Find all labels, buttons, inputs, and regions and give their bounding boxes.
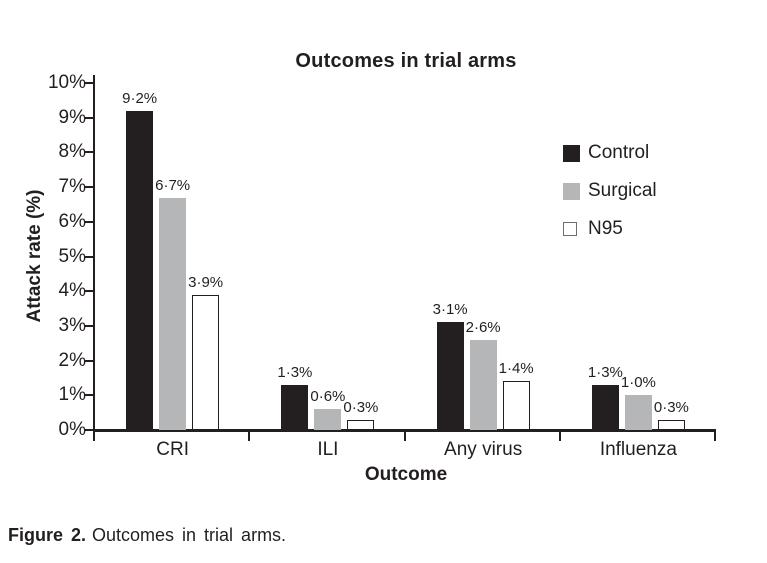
value-label-n95-ili: 0·3% (343, 399, 379, 416)
value-label-control-any-virus: 3·1% (432, 301, 468, 318)
legend-label-n95: N95 (588, 218, 623, 239)
y-tick (85, 394, 93, 397)
x-axis-label: Outcome (364, 464, 448, 485)
legend-swatch-box (563, 143, 583, 163)
legend-item-n95: N95 (563, 210, 657, 248)
y-tick-label: 8% (58, 141, 86, 163)
bar-control-any-virus (436, 322, 464, 430)
bar-surgical-cri (159, 198, 187, 430)
y-tick (85, 220, 93, 223)
bar-control-ili (281, 385, 309, 430)
caption-text: Outcomes in trial arms. (92, 525, 287, 545)
value-label-control-influenza: 1·3% (587, 364, 623, 381)
category-label-cri: CRI (156, 439, 189, 460)
bar-control-cri (126, 111, 154, 430)
y-tick-label: 3% (58, 314, 86, 336)
value-label-surgical-influenza: 1·0% (620, 374, 656, 391)
y-tick (85, 290, 93, 293)
bar-n95-any-virus (502, 381, 530, 430)
x-tick (403, 430, 406, 441)
category-label-ili: ILI (317, 439, 339, 460)
value-label-n95-any-virus: 1·4% (498, 360, 534, 377)
value-label-control-ili: 1·3% (277, 364, 313, 381)
bar-surgical-influenza (624, 395, 652, 430)
y-tick (85, 151, 93, 154)
value-label-surgical-any-virus: 2·6% (465, 319, 501, 336)
y-tick (85, 116, 93, 119)
bar-n95-cri (192, 295, 220, 430)
caption-label: Figure 2. (8, 525, 87, 545)
bar-control-influenza (591, 385, 619, 430)
y-tick-label: 1% (58, 384, 86, 406)
category-label-any-virus: Any virus (444, 439, 523, 460)
legend-swatch-surgical-icon (563, 182, 580, 200)
y-tick-label: 2% (58, 349, 86, 371)
y-tick (85, 429, 93, 431)
value-label-surgical-ili: 0·6% (310, 388, 346, 405)
y-tick-label: 7% (58, 176, 86, 198)
y-tick-label: 6% (58, 210, 86, 232)
legend-swatch-control-icon (563, 144, 580, 162)
x-tick (248, 430, 251, 441)
value-label-n95-influenza: 0·3% (653, 399, 689, 416)
figure-caption: Figure 2. Outcomes in trial arms. (8, 525, 286, 546)
category-label-influenza: Influenza (599, 439, 677, 460)
y-tick-label: 10% (47, 72, 86, 93)
value-label-surgical-cri: 6·7% (155, 177, 191, 194)
y-tick (85, 359, 93, 362)
y-tick-label: 9% (58, 106, 86, 128)
x-tick (558, 430, 561, 441)
y-tick-label: 0% (58, 419, 86, 440)
legend-item-surgical: Surgical (563, 172, 657, 210)
legend-label-control: Control (588, 142, 650, 163)
chart-title: Outcomes in trial arms (295, 50, 517, 72)
bar-n95-ili (347, 420, 375, 430)
y-tick (85, 255, 93, 258)
y-tick (85, 186, 93, 189)
x-tick (714, 430, 716, 441)
value-label-control-cri: 9·2% (122, 90, 158, 107)
y-axis-line (93, 75, 95, 430)
y-tick (85, 82, 93, 84)
legend-item-control: Control (563, 134, 657, 172)
y-tick-label: 4% (58, 280, 86, 302)
y-tick-label: 5% (58, 245, 86, 267)
bar-surgical-any-virus (469, 340, 497, 430)
y-tick (85, 324, 93, 327)
legend-swatch-box (563, 181, 583, 201)
x-tick (93, 430, 95, 441)
legend: Control Surgical N95 (563, 134, 657, 248)
legend-swatch-box (563, 219, 583, 239)
legend-label-surgical: Surgical (588, 180, 657, 201)
bar-surgical-ili (314, 409, 342, 430)
bar-n95-influenza (657, 420, 685, 430)
legend-swatch-n95-icon (563, 222, 577, 236)
value-label-n95-cri: 3·9% (188, 274, 224, 291)
